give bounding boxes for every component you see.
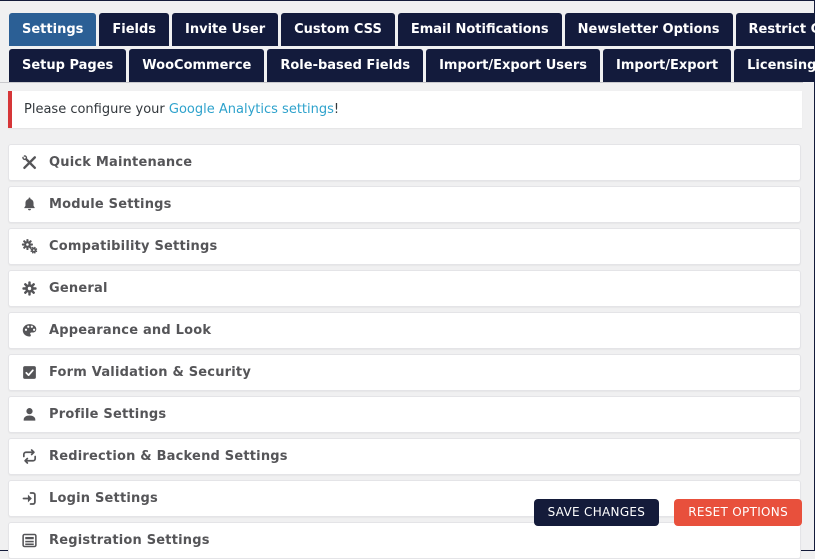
tab-licensing[interactable]: Licensing [734,49,815,82]
section-label: Registration Settings [49,533,210,548]
section-quick-maintenance[interactable]: Quick Maintenance [8,144,801,181]
section-appearance-and-look[interactable]: Appearance and Look [8,312,801,349]
sign-in-icon [21,490,38,507]
section-label: General [49,281,108,296]
google-analytics-settings-link[interactable]: Google Analytics settings [168,102,334,117]
section-registration-settings[interactable]: Registration Settings [8,522,801,559]
bell-icon [21,196,38,213]
tab-fields[interactable]: Fields [99,13,170,46]
tab-custom-css[interactable]: Custom CSS [281,13,395,46]
tab-bar: Settings Fields Invite User Custom CSS E… [0,1,815,83]
section-label: Profile Settings [49,407,167,422]
gear-icon [21,280,38,297]
section-compatibility-settings[interactable]: Compatibility Settings [8,228,801,265]
tab-import-export-users[interactable]: Import/Export Users [426,49,601,82]
section-redirection-backend-settings[interactable]: Redirection & Backend Settings [8,438,801,475]
tab-newsletter-options[interactable]: Newsletter Options [564,13,733,46]
section-label: Appearance and Look [49,323,212,338]
tab-role-based-fields[interactable]: Role-based Fields [267,49,424,82]
section-general[interactable]: General [8,270,801,307]
cogs-icon [21,238,38,255]
reset-options-button[interactable]: RESET OPTIONS [674,499,802,526]
registration-icon [21,532,38,549]
repeat-icon [21,448,38,465]
section-label: Module Settings [49,197,172,212]
save-changes-button[interactable]: SAVE CHANGES [533,499,660,526]
tab-import-export[interactable]: Import/Export [603,49,732,82]
section-label: Quick Maintenance [49,155,193,170]
tab-row-2: Setup Pages WooCommerce Role-based Field… [9,49,815,82]
notice-text-suffix: ! [333,102,340,117]
tab-invite-user[interactable]: Invite User [172,13,279,46]
tab-restrict-content[interactable]: Restrict Content [735,13,815,46]
section-label: Login Settings [49,491,158,506]
section-profile-settings[interactable]: Profile Settings [8,396,801,433]
check-square-icon [21,364,38,381]
section-label: Redirection & Backend Settings [49,449,288,464]
settings-accordion: Quick Maintenance Module Settings Compat… [8,144,801,559]
section-label: Compatibility Settings [49,239,218,254]
section-login-settings[interactable]: Login Settings [8,480,801,517]
tab-email-notifications[interactable]: Email Notifications [397,13,562,46]
section-module-settings[interactable]: Module Settings [8,186,801,223]
section-form-validation-security[interactable]: Form Validation & Security [8,354,801,391]
tools-icon [21,154,38,171]
palette-icon [21,322,38,339]
notice-text: Please configure your [24,102,169,117]
tab-setup-pages[interactable]: Setup Pages [9,49,127,82]
tab-settings[interactable]: Settings [9,13,97,46]
tab-row-1: Settings Fields Invite User Custom CSS E… [9,13,815,46]
admin-notice: Please configure your Google Analytics s… [8,91,802,128]
section-label: Form Validation & Security [49,365,252,380]
user-icon [21,406,38,423]
tab-woocommerce[interactable]: WooCommerce [129,49,265,82]
action-buttons: SAVE CHANGES RESET OPTIONS [533,499,802,526]
